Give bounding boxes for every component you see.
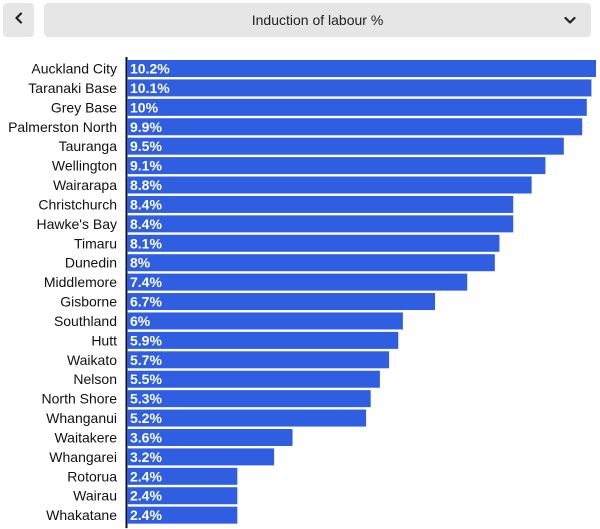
value-label: 3.6%: [130, 429, 162, 445]
category-label: Christchurch: [38, 196, 117, 212]
bar[interactable]: [127, 409, 367, 427]
value-label: 2.4%: [130, 507, 162, 523]
bar[interactable]: [127, 370, 380, 388]
category-label: Waikato: [67, 352, 117, 368]
metric-selector-label: Induction of labour %: [251, 12, 384, 28]
category-label: Wairau: [73, 488, 117, 504]
category-label: Hawke's Bay: [37, 216, 117, 232]
value-label: 9.1%: [130, 158, 162, 174]
bar[interactable]: [127, 273, 468, 291]
value-label: 8.4%: [130, 196, 162, 212]
bar[interactable]: [127, 390, 371, 408]
category-label: Grey Base: [51, 99, 117, 115]
category-label: Hutt: [91, 332, 117, 348]
bar[interactable]: [127, 157, 546, 175]
bar[interactable]: [127, 195, 514, 213]
category-label: Wairarapa: [53, 177, 117, 193]
category-label: Whangarei: [49, 449, 117, 465]
bar[interactable]: [127, 79, 592, 97]
value-label: 10.1%: [130, 80, 170, 96]
value-label: 8%: [130, 255, 151, 271]
value-label: 2.4%: [130, 488, 162, 504]
value-label: 5.9%: [130, 332, 162, 348]
value-label: 5.2%: [130, 410, 162, 426]
value-label: 2.4%: [130, 468, 162, 484]
bar[interactable]: [127, 60, 596, 77]
category-label: Whanganui: [46, 410, 117, 426]
category-label: Whakatane: [46, 507, 117, 523]
value-label: 8.1%: [130, 235, 162, 251]
value-label: 8.4%: [130, 216, 162, 232]
category-label: Nelson: [73, 371, 117, 387]
value-label: 5.7%: [130, 352, 162, 368]
bar[interactable]: [127, 487, 238, 505]
value-label: 5.3%: [130, 391, 162, 407]
value-label: 9.9%: [130, 119, 162, 135]
category-label: Southland: [54, 313, 117, 329]
bar[interactable]: [127, 137, 564, 155]
value-label: 8.8%: [130, 177, 162, 193]
bar[interactable]: [127, 448, 275, 466]
bar[interactable]: [127, 506, 238, 524]
category-label: Dunedin: [65, 255, 117, 271]
value-label: 6.7%: [130, 294, 162, 310]
category-label: Timaru: [74, 235, 117, 251]
bar[interactable]: [127, 331, 399, 349]
bar[interactable]: [127, 254, 495, 272]
category-label: Gisborne: [60, 294, 117, 310]
category-label: Auckland City: [31, 61, 117, 77]
chevron-down-icon: [563, 13, 577, 27]
bar[interactable]: [127, 293, 436, 311]
category-label: Tauranga: [59, 138, 118, 154]
category-label: Waitakere: [54, 429, 117, 445]
value-label: 3.2%: [130, 449, 162, 465]
value-label: 10.2%: [130, 61, 170, 77]
category-label: Rotorua: [67, 468, 117, 484]
value-label: 7.4%: [130, 274, 162, 290]
bar[interactable]: [127, 312, 403, 330]
category-label: Taranaki Base: [28, 80, 117, 96]
bar[interactable]: [127, 176, 532, 194]
metric-selector[interactable]: Induction of labour %: [44, 3, 591, 37]
bar[interactable]: [127, 467, 238, 485]
bar[interactable]: [127, 234, 500, 252]
back-button[interactable]: [3, 3, 34, 37]
category-label: Palmerston North: [8, 119, 117, 135]
value-label: 5.5%: [130, 371, 162, 387]
bar[interactable]: [127, 428, 293, 446]
bar[interactable]: [127, 215, 514, 233]
bar[interactable]: [127, 351, 390, 369]
category-label: Middlemore: [44, 274, 117, 290]
category-label: North Shore: [42, 391, 118, 407]
bar[interactable]: [127, 98, 587, 116]
value-label: 9.5%: [130, 138, 162, 154]
chevron-left-icon: [13, 11, 25, 29]
value-label: 6%: [130, 313, 151, 329]
bar[interactable]: [127, 118, 583, 136]
category-label: Wellington: [52, 158, 117, 174]
value-label: 10%: [130, 99, 159, 115]
top-bar: Induction of labour %: [0, 0, 600, 40]
